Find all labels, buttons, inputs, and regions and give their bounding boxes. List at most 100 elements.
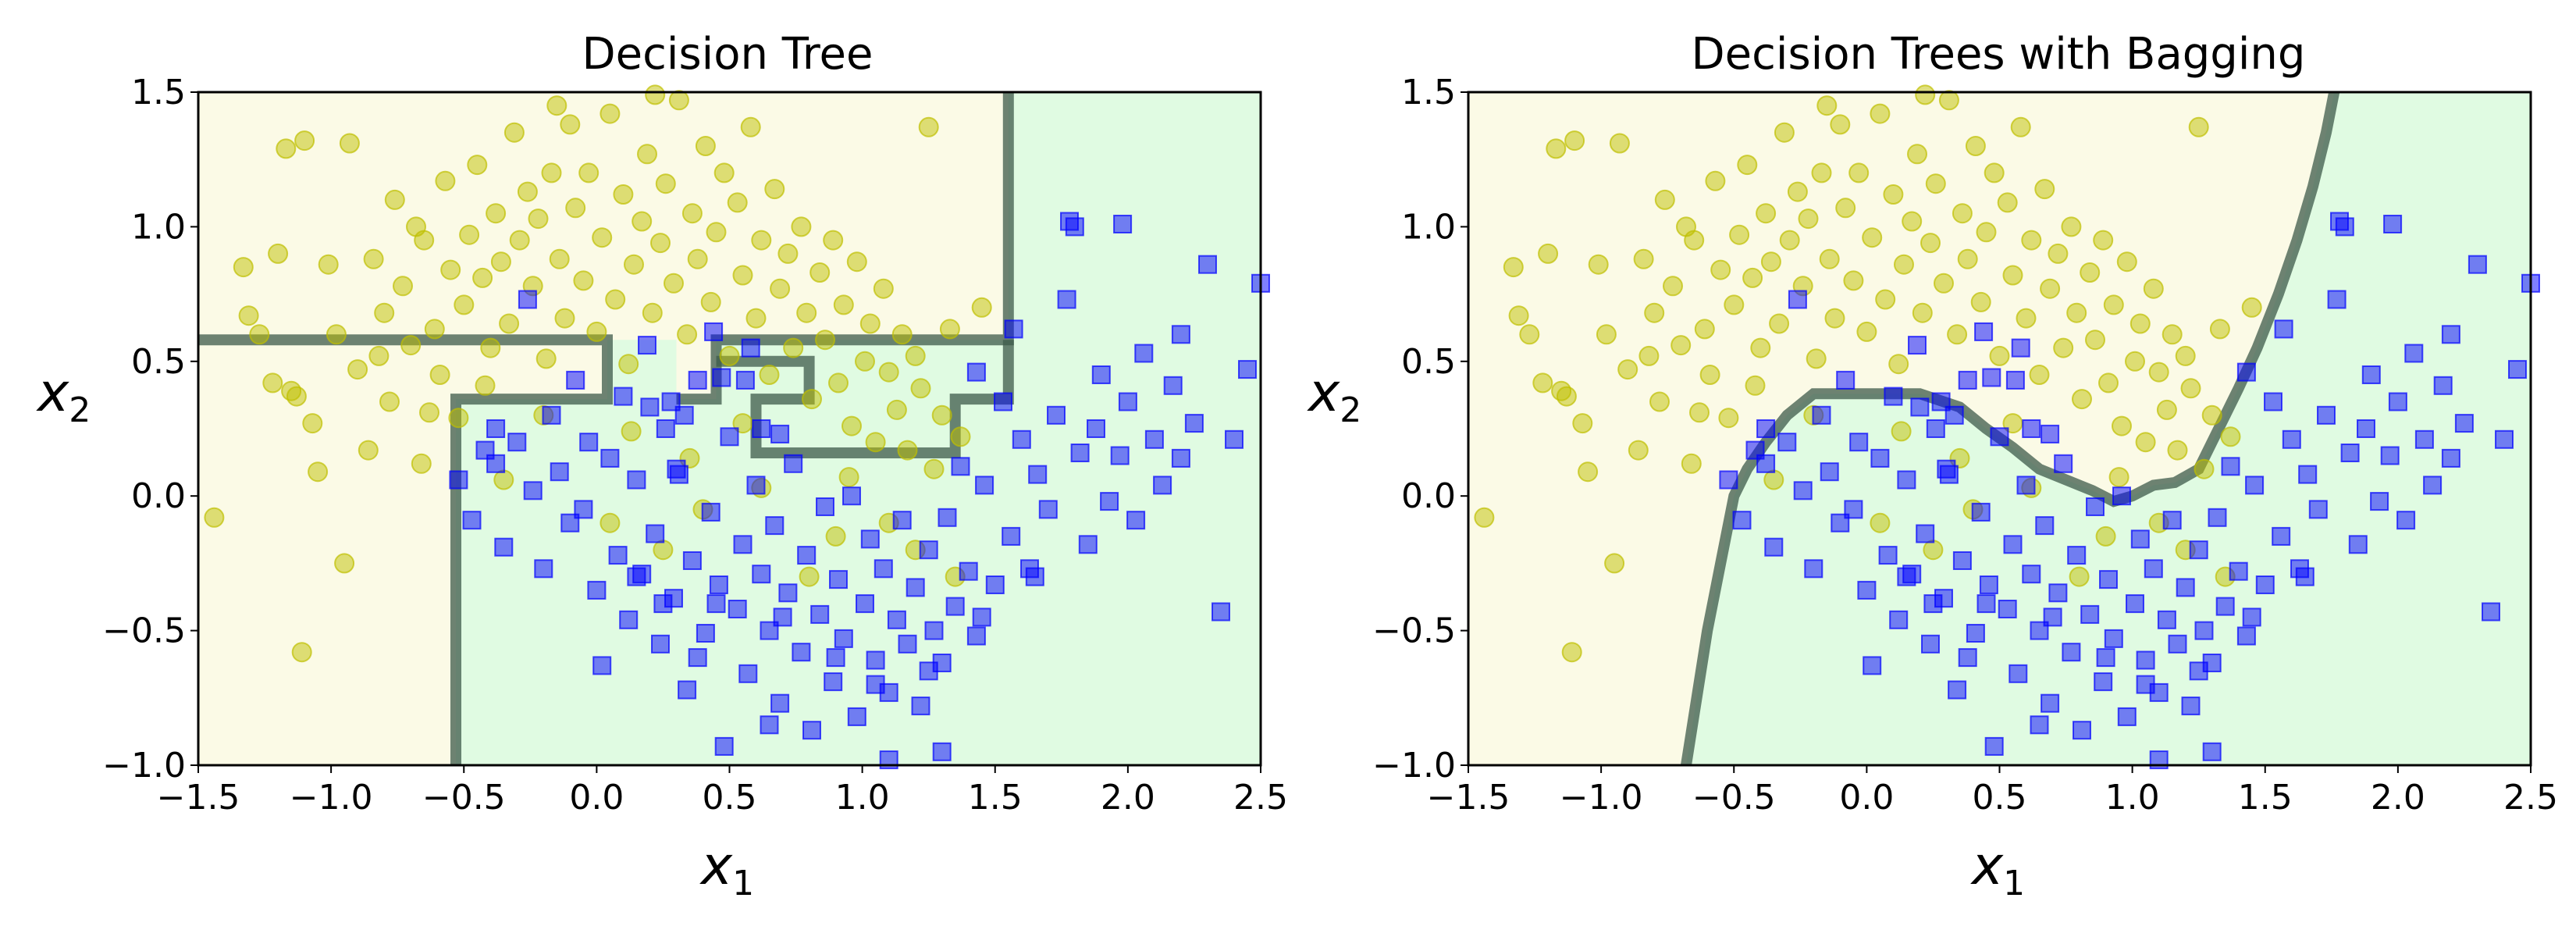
data-point-class0 <box>777 243 799 264</box>
data-point-class1 <box>1974 322 1994 341</box>
data-point-class0 <box>650 233 671 254</box>
data-point-class1 <box>2080 604 2100 624</box>
data-point-class0 <box>2085 330 2105 351</box>
data-point-class1 <box>579 433 599 452</box>
data-point-class1 <box>2242 607 2261 627</box>
scatter-points <box>1474 84 2540 770</box>
data-point-class1 <box>1091 365 1111 384</box>
data-point-class1 <box>600 448 620 468</box>
data-point-class1 <box>1070 444 1090 462</box>
data-point-class1 <box>1118 392 1137 411</box>
data-point-class0 <box>783 337 804 358</box>
data-point-class0 <box>825 526 846 547</box>
data-point-class1 <box>507 433 527 452</box>
x-tick-label: 0.0 <box>569 778 624 818</box>
data-point-class0 <box>1578 461 1599 483</box>
data-point-class0 <box>1729 224 1750 245</box>
data-point-class0 <box>2010 116 2031 137</box>
data-point-class0 <box>1745 375 1766 396</box>
data-point-class1 <box>2041 424 2060 444</box>
data-point-class0 <box>1718 408 1739 429</box>
data-point-class0 <box>695 136 716 156</box>
data-point-class0 <box>897 440 918 461</box>
data-point-class1 <box>2104 629 2123 648</box>
data-point-class1 <box>2454 414 2474 433</box>
data-point-class1 <box>2043 607 2062 627</box>
y-tick-label: 0.5 <box>131 342 186 382</box>
data-point-class1 <box>1884 387 1903 406</box>
data-point-class0 <box>379 391 400 412</box>
data-point-class0 <box>700 291 721 312</box>
scatter-points <box>204 84 1270 770</box>
data-point-class0 <box>1891 421 1912 442</box>
data-point-class0 <box>2116 251 2137 273</box>
data-point-class0 <box>891 324 913 345</box>
data-point-class1 <box>2245 476 2265 495</box>
x-axis-label: x1 <box>1970 835 2025 903</box>
data-point-class1 <box>1078 535 1098 554</box>
data-point-class0 <box>923 458 945 479</box>
data-point-class0 <box>668 90 689 111</box>
data-point-class0 <box>472 267 493 288</box>
data-point-class0 <box>1957 248 1978 269</box>
data-point-class0 <box>799 566 820 587</box>
data-point-class1 <box>2162 511 2182 530</box>
data-point-class0 <box>509 230 530 251</box>
data-point-class1 <box>1153 476 1172 495</box>
data-point-class0 <box>1819 248 1840 269</box>
data-point-class0 <box>286 386 307 407</box>
data-point-class1 <box>1836 370 1856 390</box>
data-point-class0 <box>865 432 886 453</box>
data-point-class0 <box>1774 122 1795 143</box>
data-point-class1 <box>542 405 561 425</box>
data-point-class0 <box>1532 372 1553 394</box>
data-point-class1 <box>951 457 970 476</box>
data-point-class0 <box>233 257 254 278</box>
data-point-class0 <box>1556 386 1577 407</box>
data-point-class0 <box>645 84 666 105</box>
data-point-class1 <box>1184 414 1204 433</box>
data-point-class0 <box>549 248 570 269</box>
data-point-class0 <box>759 365 780 385</box>
data-point-class0 <box>624 254 644 275</box>
data-point-class0 <box>2156 399 2177 420</box>
data-point-class0 <box>573 270 594 291</box>
x-tick-label: −1.5 <box>1427 778 1510 818</box>
data-point-class1 <box>1897 567 1916 586</box>
data-point-class1 <box>924 621 944 640</box>
data-point-class0 <box>1907 144 1927 165</box>
data-point-class1 <box>2357 419 2375 438</box>
data-point-class1 <box>518 290 537 309</box>
data-point-class0 <box>467 155 488 176</box>
data-point-class1 <box>2144 559 2163 579</box>
data-point-class1 <box>1958 648 1977 668</box>
data-point-class1 <box>1849 433 1869 452</box>
y-axis-ticks: −1.0 −0.5 0.0 0.5 1.0 1.5 <box>102 73 198 786</box>
data-point-class1 <box>1764 537 1784 557</box>
data-point-class0 <box>1724 294 1745 315</box>
data-point-class1 <box>720 427 739 447</box>
data-point-class1 <box>1926 419 1945 438</box>
data-point-class1 <box>2317 405 2336 425</box>
data-point-class0 <box>677 324 698 345</box>
data-point-class0 <box>621 421 642 442</box>
data-point-class0 <box>764 179 785 200</box>
data-point-class1 <box>2008 664 2028 683</box>
data-point-class0 <box>1824 308 1845 329</box>
data-point-class0 <box>809 262 831 283</box>
data-point-class0 <box>1769 313 1790 334</box>
y-axis-label: x2 <box>36 362 91 430</box>
data-point-class1 <box>892 511 912 530</box>
data-point-class0 <box>770 278 791 299</box>
data-point-class0 <box>2061 216 2082 237</box>
x-tick-label: −0.5 <box>422 778 506 818</box>
data-point-class0 <box>1920 233 1941 254</box>
data-point-class1 <box>2441 448 2460 468</box>
data-point-class1 <box>2030 715 2049 735</box>
data-point-class1 <box>2396 511 2416 530</box>
data-point-class0 <box>1519 324 1540 345</box>
data-point-class0 <box>1798 208 1819 230</box>
data-point-class1 <box>972 607 991 627</box>
data-point-class0 <box>1970 291 1991 312</box>
data-point-class0 <box>637 144 657 165</box>
